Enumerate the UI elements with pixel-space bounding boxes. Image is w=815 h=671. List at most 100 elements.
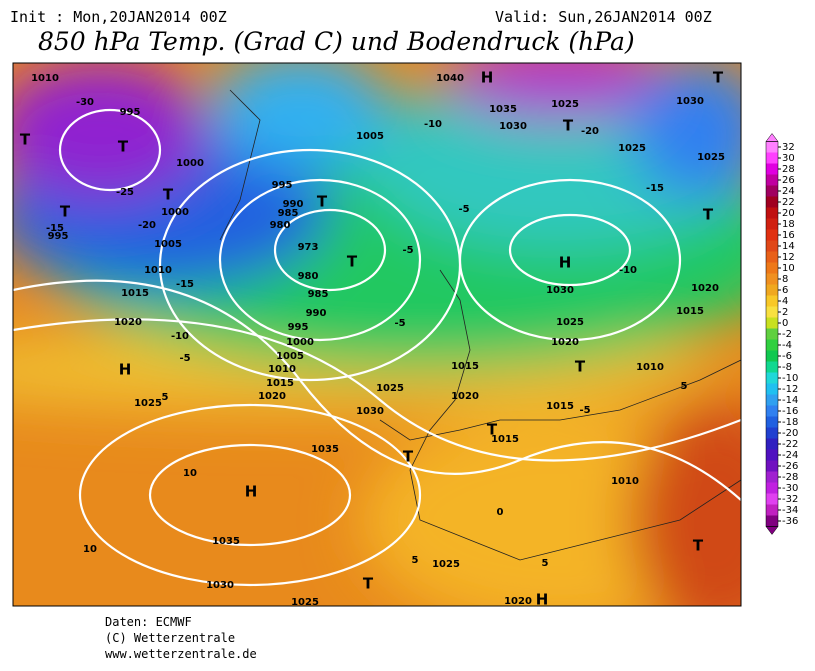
colorbar-label: 2 xyxy=(782,307,788,318)
footer-line: (C) Wetterzentrale xyxy=(105,631,235,645)
colorbar-label: -20 xyxy=(782,428,798,439)
colorbar-band xyxy=(766,273,778,285)
colorbar-band xyxy=(766,504,778,516)
contour-label: 1015 xyxy=(546,401,574,412)
pressure-center: T xyxy=(163,186,174,204)
contour-label: 1005 xyxy=(276,351,304,362)
colorbar-band xyxy=(766,372,778,384)
colorbar-band xyxy=(766,284,778,296)
contour-label: 1025 xyxy=(618,143,646,154)
map xyxy=(13,63,741,606)
colorbar-label: -10 xyxy=(782,373,798,384)
contour-label: -15 xyxy=(646,183,664,194)
colorbar-label: -14 xyxy=(782,395,798,406)
colorbar-label: 20 xyxy=(782,208,795,219)
contour-label: 1035 xyxy=(489,104,517,115)
colorbar-label: -8 xyxy=(782,362,792,373)
contour-label: 1015 xyxy=(491,434,519,445)
pressure-center: H xyxy=(559,254,572,272)
contour-label: 1030 xyxy=(499,121,527,132)
contour-label: 1015 xyxy=(676,306,704,317)
contour-label: 5 xyxy=(681,381,688,392)
colorbar-band xyxy=(766,427,778,439)
colorbar-label: -24 xyxy=(782,450,798,461)
contour-label: 5 xyxy=(162,392,169,403)
colorbar-band xyxy=(766,394,778,406)
pressure-center: T xyxy=(60,203,71,221)
pressure-center: T xyxy=(713,69,724,87)
colorbar-band xyxy=(766,196,778,208)
contour-label: -10 xyxy=(424,119,442,130)
contour-label: -5 xyxy=(394,318,405,329)
contour-label: -30 xyxy=(76,97,94,108)
contour-label: 973 xyxy=(298,242,319,253)
contour-label: 1025 xyxy=(134,398,162,409)
colorbar-band xyxy=(766,438,778,450)
colorbar-label: 4 xyxy=(782,296,788,307)
colorbar-band xyxy=(766,306,778,318)
pressure-center: T xyxy=(563,117,574,135)
contour-label: 980 xyxy=(298,271,319,282)
contour-label: 990 xyxy=(306,308,327,319)
colorbar-band xyxy=(766,317,778,329)
contour-label: 1025 xyxy=(291,597,319,608)
colorbar-label: 32 xyxy=(782,142,795,153)
colorbar-band xyxy=(766,515,778,527)
contour-label: 1025 xyxy=(376,383,404,394)
contour-label: 1020 xyxy=(451,391,479,402)
pressure-center: T xyxy=(693,537,704,555)
colorbar-label: -4 xyxy=(782,340,792,351)
contour-label: -5 xyxy=(402,245,413,256)
footer-line: www.wetterzentrale.de xyxy=(105,647,257,661)
contour-label: 5 xyxy=(542,558,549,569)
contour-label: 1020 xyxy=(551,337,579,348)
colorbar-label: 18 xyxy=(782,219,795,230)
colorbar-label: -36 xyxy=(782,516,798,527)
contour-label: 1000 xyxy=(176,158,204,169)
contour-label: 995 xyxy=(272,180,293,191)
colorbar-band xyxy=(766,471,778,483)
contour-label: -10 xyxy=(171,331,189,342)
contour-label: 990 xyxy=(283,199,304,210)
colorbar-band xyxy=(766,493,778,505)
contour-label: 10 xyxy=(83,544,97,555)
contour-label: 1030 xyxy=(206,580,234,591)
pressure-center: T xyxy=(20,131,31,149)
colorbar-label: 16 xyxy=(782,230,795,241)
contour-label: 1020 xyxy=(114,317,142,328)
contour-label: 995 xyxy=(288,322,309,333)
colorbar-band xyxy=(766,163,778,175)
colorbar-label: 26 xyxy=(782,175,795,186)
colorbar-label: -32 xyxy=(782,494,798,505)
colorbar-label: 14 xyxy=(782,241,795,252)
contour-label: 995 xyxy=(120,107,141,118)
contour-label: 1030 xyxy=(676,96,704,107)
colorbar-label: -26 xyxy=(782,461,798,472)
contour-label: 1030 xyxy=(356,406,384,417)
colorbar-label: 6 xyxy=(782,285,788,296)
contour-label: 1000 xyxy=(161,207,189,218)
contour-label: 1020 xyxy=(691,283,719,294)
map-frame xyxy=(12,62,742,607)
pressure-center: T xyxy=(317,193,328,211)
contour-label: 1010 xyxy=(268,364,296,375)
colorbar-label: -18 xyxy=(782,417,798,428)
init-time: Init : Mon,20JAN2014 00Z xyxy=(10,8,227,26)
contour-label: -15 xyxy=(46,223,64,234)
contour-label: 1015 xyxy=(451,361,479,372)
colorbar-end xyxy=(765,133,779,142)
colorbar-band xyxy=(766,262,778,274)
colorbar-end xyxy=(765,526,779,535)
colorbar-label: -2 xyxy=(782,329,792,340)
pressure-center: T xyxy=(487,421,498,439)
contour-label: 1005 xyxy=(356,131,384,142)
colorbar-label: 22 xyxy=(782,197,795,208)
colorbar-band xyxy=(766,174,778,186)
colorbar-label: -28 xyxy=(782,472,798,483)
contour-label: 0 xyxy=(497,507,504,518)
contour-label: 1025 xyxy=(551,99,579,110)
colorbar-band xyxy=(766,229,778,241)
colorbar-label: -16 xyxy=(782,406,798,417)
colorbar-band xyxy=(766,339,778,351)
